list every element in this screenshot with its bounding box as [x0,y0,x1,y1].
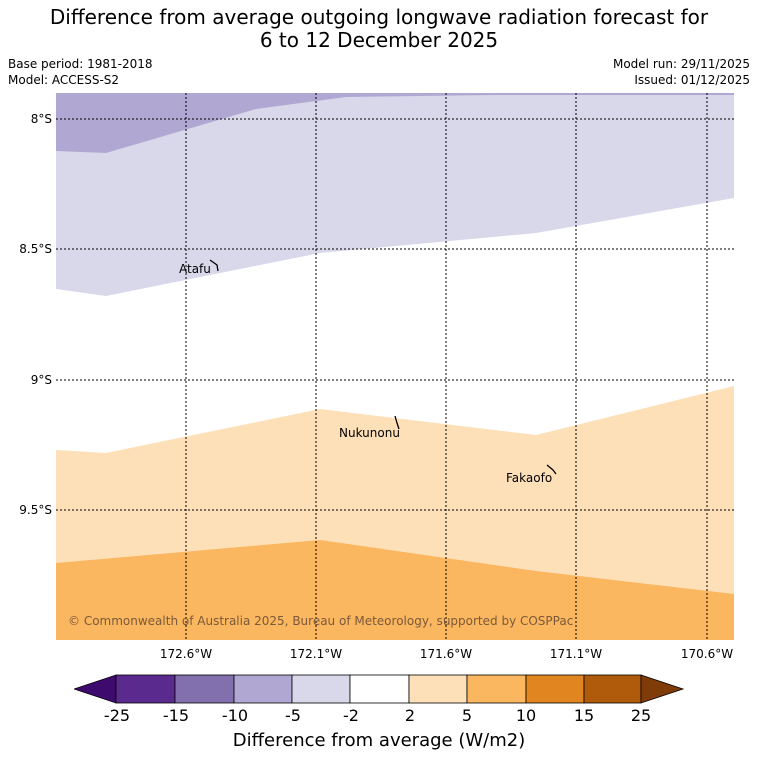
colorbar-title: Difference from average (W/m2) [232,730,526,751]
colorbar-segment-1 [115,674,176,704]
colorbar-tick-9: 15 [573,706,595,725]
colorbar-tick-2: -15 [162,706,190,725]
graticule [56,93,734,640]
title-line-2: 6 to 12 December 2025 [259,28,499,52]
colorbar-segment-6 [408,674,468,704]
region-plus5-to-plus10 [56,540,734,640]
colorbar-segment-7 [466,674,527,704]
colorbar-tick-3: -10 [221,706,249,725]
lon-label-172-6w: 172.6°W [159,647,213,661]
place-fakaofo: Fakaofo [506,471,553,485]
lon-label-172-1w: 172.1°W [289,647,343,661]
atolls [209,259,557,475]
colorbar-segment-2 [174,674,235,704]
lat-label-8s: 8°S [30,112,52,126]
colorbar-tick-6: 2 [404,706,416,725]
model-name: Model: ACCESS-S2 [8,73,120,87]
region-minus2-to-minus5 [56,93,734,296]
chart-title: Difference from average outgoing longwav… [0,6,758,52]
model-run: Model run: 29/11/2025 [612,57,750,71]
colorbar [74,674,685,704]
colorbar-tick-8: 10 [515,706,537,725]
colorbar-segment-3 [233,674,293,704]
meta-right: Model run: 29/11/2025 Issued: 01/12/2025 [613,56,750,88]
colorbar-segment-5 [349,674,410,704]
lon-label-170-6w: 170.6°W [680,647,734,661]
lon-label-171-6w: 171.6°W [419,647,473,661]
atoll-atafu [209,259,219,272]
atoll-nukunonu [394,415,400,430]
colorbar-extend-high [640,674,685,704]
place-atafu: Atafu [179,262,211,276]
colorbar-segment-9 [583,674,642,704]
lat-label-9-5s: 9.5°S [19,503,52,517]
lat-label-8-5s: 8.5°S [19,242,52,256]
lat-label-9s: 9°S [30,373,52,387]
base-period: Base period: 1981-2018 [8,57,153,71]
colorbar-tick-10: 25 [630,706,652,725]
lon-label-171-1w: 171.1°W [549,647,603,661]
copyright-notice: © Commonwealth of Australia 2025, Bureau… [68,614,574,628]
colorbar-segment-8 [525,674,585,704]
map-panel [56,93,734,640]
map-svg [56,93,734,640]
colorbar-segment-4 [291,674,351,704]
meta-left: Base period: 1981-2018 Model: ACCESS-S2 [8,56,153,88]
colorbar-tick-7: 5 [461,706,473,725]
place-nukunonu: Nukunonu [339,426,400,440]
atoll-fakaofo [546,464,557,475]
colorbar-tick-4: -5 [285,706,301,725]
colorbar-tick-1: -25 [103,706,131,725]
title-line-1: Difference from average outgoing longwav… [49,5,709,29]
issued-date: Issued: 01/12/2025 [634,73,750,87]
region-minus5-to-minus10 [56,93,734,153]
colorbar-tick-5: -2 [343,706,359,725]
colorbar-extend-low [74,674,117,704]
